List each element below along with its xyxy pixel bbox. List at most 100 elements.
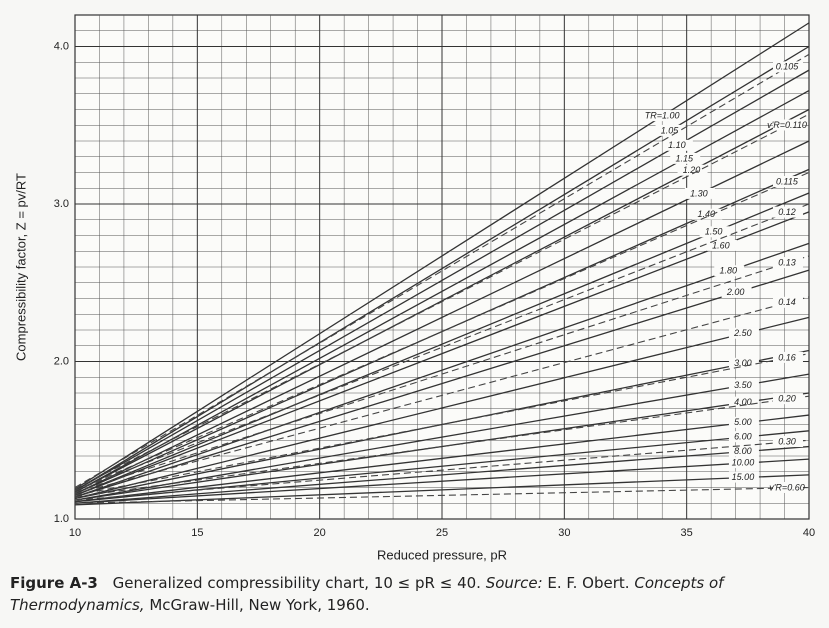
vr-label: 0.14 [778,297,796,307]
vr-label: 0.16 [778,352,796,362]
line [74,458,810,504]
line [74,316,810,500]
dashed-line [74,395,810,498]
label-bg [677,164,708,176]
label-bg [772,206,803,218]
tr-label: 1.30 [690,188,708,198]
label-bg [692,208,723,220]
line [74,140,810,495]
label-bg [728,416,759,428]
x-tick-label: 30 [558,527,570,539]
x-tick-label: 10 [69,527,81,539]
tr-label: 1.20 [683,165,701,175]
line [74,22,810,490]
vr-label: 0.12 [778,207,796,217]
label-bg [721,286,752,298]
tr-label: 3.50 [734,380,752,390]
x-tick-label: 25 [436,527,448,539]
line [74,445,810,504]
tr-label: 2.00 [726,287,745,297]
dashed-line [74,113,810,490]
label-bg [728,357,759,369]
line [74,373,810,501]
vr-label: v'R=0.110 [767,120,807,130]
figure-number: Figure A-3 [10,574,98,592]
label-bg [728,457,759,469]
x-axis-label: Reduced pressure, pR [377,547,507,562]
tr-label: 1.10 [668,140,686,150]
tr-label: 4.00 [734,397,752,407]
label-bg [772,393,803,405]
label-bg [648,110,679,122]
tr-label: 10.00 [732,457,755,467]
label-bg [706,239,737,251]
source-label: Source: [485,574,543,592]
label-bg [772,119,803,131]
label-bg [655,124,686,136]
label-bg [728,431,759,443]
label-bg [772,257,803,269]
y-axis-label: Compressibility factor, Z = pv/RT [13,173,28,361]
source: E. F. Obert. [547,574,630,592]
line [74,192,810,496]
tr-label: 8.00 [734,446,752,456]
x-tick-label: 35 [681,527,693,539]
label-bg [772,436,803,448]
label-bg [684,187,715,199]
tr-label: 15.00 [732,472,755,482]
label-bg [772,481,803,493]
tr-label: 1.50 [705,227,723,237]
label-bg [714,265,745,277]
label-bg [662,139,693,151]
label-bg [699,226,730,238]
y-tick-label: 4.0 [54,40,69,52]
label-bg [772,61,803,73]
tr-label: 2.50 [733,328,752,338]
tr-label: 1.40 [697,209,715,219]
dashed-line [74,255,810,493]
chart: Compressibility factor, Z = pv/RT Reduce… [13,14,815,562]
dashed-line [74,296,810,495]
line [74,474,810,506]
caption: Figure A-3 Generalized compressibility c… [10,572,820,616]
line [74,349,810,500]
label-bg [670,152,701,164]
tr-label: 1.05 [661,125,680,135]
x-tick-label: 20 [314,527,326,539]
tr-label: 3.00 [734,358,752,368]
tr-label: TR=1.00 [645,110,680,120]
dashed-line [74,439,810,501]
vr-label: 0.115 [776,176,799,186]
tr-label: 1.60 [712,240,730,250]
label-bg [728,379,759,391]
line [74,242,810,498]
label-bg [772,351,803,363]
dashed-line [74,486,810,504]
line [74,45,810,492]
line [74,211,810,496]
dashed-line [74,353,810,496]
x-tick-label: 40 [803,527,815,539]
vr-label: 0.30 [778,436,796,446]
label-bg [728,396,759,408]
label-bg [772,296,803,308]
y-tick-label: 1.0 [54,513,69,525]
dashed-line [74,53,810,488]
vr-label: 0.105 [776,62,800,72]
vr-label: v'R=0.60 [769,482,805,492]
label-bg [728,327,759,339]
x-tick-label: 15 [191,527,203,539]
dashed-line [74,171,810,492]
book: Concepts of Thermodynamics, [10,574,724,614]
vr-label: 0.20 [778,394,796,404]
line [74,392,810,501]
label-bg [772,176,803,188]
tr-label: 1.80 [719,266,737,276]
caption-text: Generalized compressibility chart, 10 ≤ … [112,574,481,592]
label-bg [728,471,759,483]
y-tick-label: 3.0 [54,198,69,210]
tr-label: 1.15 [675,153,694,163]
vr-label: 0.13 [778,257,796,267]
line [74,414,810,503]
